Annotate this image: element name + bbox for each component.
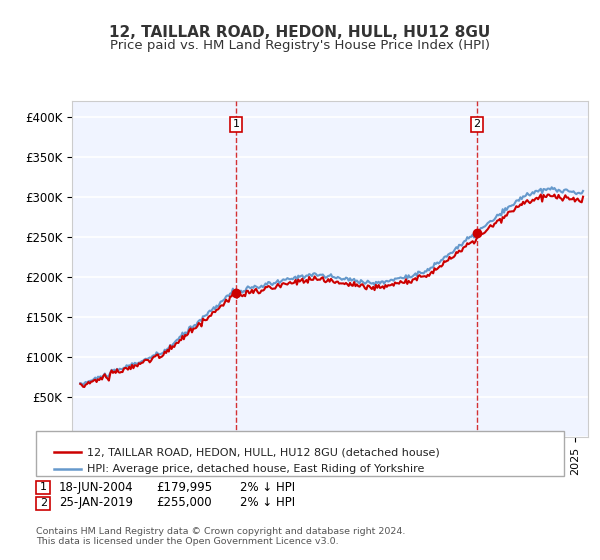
Text: 18-JUN-2004: 18-JUN-2004 xyxy=(59,480,133,494)
Text: 1: 1 xyxy=(233,119,239,129)
Text: £179,995: £179,995 xyxy=(156,480,212,494)
Text: £255,000: £255,000 xyxy=(156,496,212,510)
Text: HPI: Average price, detached house, East Riding of Yorkshire: HPI: Average price, detached house, East… xyxy=(87,464,424,474)
Text: 2% ↓ HPI: 2% ↓ HPI xyxy=(240,496,295,510)
Text: 12, TAILLAR ROAD, HEDON, HULL, HU12 8GU: 12, TAILLAR ROAD, HEDON, HULL, HU12 8GU xyxy=(109,25,491,40)
Text: Price paid vs. HM Land Registry's House Price Index (HPI): Price paid vs. HM Land Registry's House … xyxy=(110,39,490,52)
Text: 2: 2 xyxy=(473,119,481,129)
Text: 25-JAN-2019: 25-JAN-2019 xyxy=(59,496,133,510)
Text: 2% ↓ HPI: 2% ↓ HPI xyxy=(240,480,295,494)
Text: 1: 1 xyxy=(40,482,47,492)
Text: 2: 2 xyxy=(40,498,47,508)
Text: 12, TAILLAR ROAD, HEDON, HULL, HU12 8GU (detached house): 12, TAILLAR ROAD, HEDON, HULL, HU12 8GU … xyxy=(87,447,440,458)
Text: Contains HM Land Registry data © Crown copyright and database right 2024.
This d: Contains HM Land Registry data © Crown c… xyxy=(36,526,406,546)
